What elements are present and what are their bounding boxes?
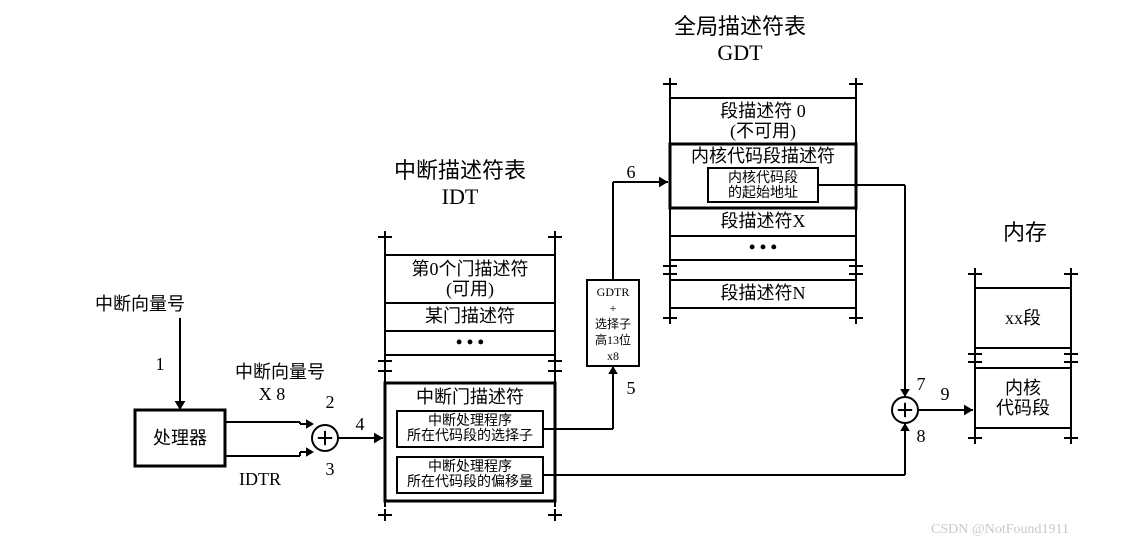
svg-text:2: 2 xyxy=(326,392,335,412)
svg-text:所在代码段的选择子: 所在代码段的选择子 xyxy=(407,428,533,444)
svg-text:内核代码段描述符: 内核代码段描述符 xyxy=(691,146,835,166)
svg-text:段描述符 0: 段描述符 0 xyxy=(720,101,806,121)
svg-text:(不可用): (不可用) xyxy=(730,121,796,142)
svg-text:段描述符N: 段描述符N xyxy=(721,283,806,303)
diagram-root: 中断向量号1处理器中断向量号X 82IDTR34中断描述符表IDT第0个门描述符… xyxy=(0,0,1125,548)
svg-text:代码段: 代码段 xyxy=(996,398,1050,418)
svg-text:X 8: X 8 xyxy=(259,384,286,404)
svg-text:6: 6 xyxy=(627,162,636,182)
svg-text:x8: x8 xyxy=(607,349,619,363)
svg-text:• • •: • • • xyxy=(749,237,777,257)
watermark: CSDN @NotFound1911 xyxy=(931,522,1069,537)
svg-text:段描述符X: 段描述符X xyxy=(721,211,806,231)
svg-text:+: + xyxy=(610,301,617,315)
svg-text:处理器: 处理器 xyxy=(153,428,207,448)
svg-text:全局描述符表: 全局描述符表 xyxy=(674,14,806,39)
svg-text:的起始地址: 的起始地址 xyxy=(728,185,798,201)
svg-text:GDTR: GDTR xyxy=(597,285,630,299)
svg-text:9: 9 xyxy=(941,384,950,404)
svg-text:中断描述符表: 中断描述符表 xyxy=(394,158,526,183)
svg-text:内存: 内存 xyxy=(1003,220,1047,245)
svg-text:(可用): (可用) xyxy=(446,279,494,300)
svg-text:IDT: IDT xyxy=(442,184,479,209)
svg-text:内核: 内核 xyxy=(1005,378,1041,398)
svg-text:• • •: • • • xyxy=(456,332,484,352)
svg-text:第0个门描述符: 第0个门描述符 xyxy=(412,259,529,279)
svg-text:中断处理程序: 中断处理程序 xyxy=(428,459,512,475)
svg-text:某门描述符: 某门描述符 xyxy=(425,306,515,326)
svg-text:IDTR: IDTR xyxy=(239,469,281,489)
svg-text:中断向量号: 中断向量号 xyxy=(95,294,185,314)
svg-text:5: 5 xyxy=(627,378,636,398)
svg-text:所在代码段的偏移量: 所在代码段的偏移量 xyxy=(407,474,533,490)
svg-text:GDT: GDT xyxy=(717,40,763,65)
svg-text:高13位: 高13位 xyxy=(595,332,631,347)
svg-text:7: 7 xyxy=(917,374,926,394)
svg-text:1: 1 xyxy=(156,354,165,374)
svg-text:中断门描述符: 中断门描述符 xyxy=(416,387,524,407)
svg-text:内核代码段: 内核代码段 xyxy=(728,170,798,186)
svg-text:3: 3 xyxy=(326,459,335,479)
svg-text:选择子: 选择子 xyxy=(595,317,631,331)
svg-text:中断向量号: 中断向量号 xyxy=(235,362,325,382)
svg-text:xx段: xx段 xyxy=(1005,308,1041,328)
svg-text:8: 8 xyxy=(917,426,926,446)
svg-text:4: 4 xyxy=(356,414,365,434)
svg-text:中断处理程序: 中断处理程序 xyxy=(428,413,512,429)
